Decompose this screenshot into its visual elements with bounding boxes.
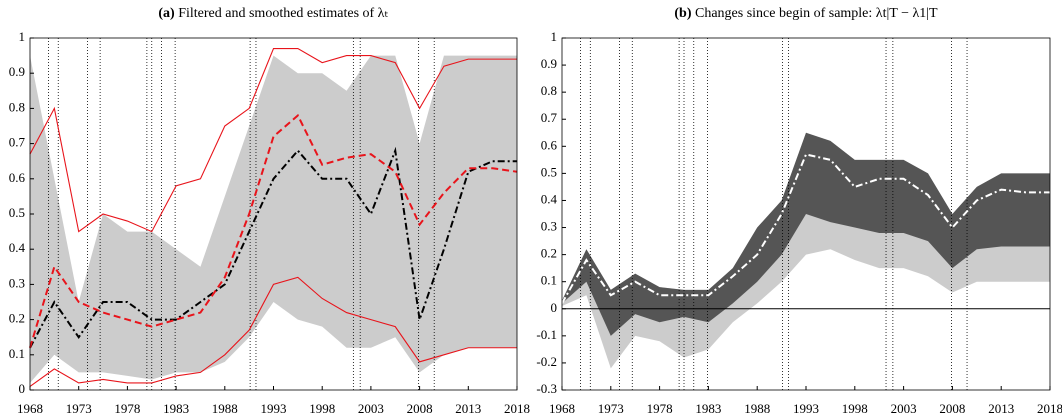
y-tick-label: -0.3 [536,381,557,396]
band-area [30,55,517,383]
y-tick-label: 0.2 [9,311,25,326]
x-tick-label: 1998 [309,401,335,416]
x-tick-label: 2003 [891,401,917,416]
x-tick-label: 1973 [598,401,624,416]
y-tick-label: 0.5 [9,205,25,220]
y-tick-label: 0.3 [541,219,557,234]
x-tick-label: 1983 [163,401,189,416]
y-tick-label: 0.6 [9,170,26,185]
x-tick-label: 1988 [744,401,770,416]
band-area [562,132,1050,336]
y-tick-label: 1 [551,29,558,44]
y-tick-label: 0.8 [9,99,25,114]
y-tick-label: 0.4 [541,191,558,206]
x-tick-label: 2008 [407,401,433,416]
x-tick-label: 1968 [549,401,575,416]
y-tick-label: 0.4 [9,240,26,255]
series-line [29,146,517,349]
series-line [29,48,517,233]
y-tick-label: 0.9 [541,56,557,71]
y-tick-label: 0.3 [9,275,25,290]
x-tick-label: 2003 [358,401,384,416]
title-text: Changes since begin of sample: λt|T − λ1… [695,6,938,21]
chart-title: (b) Changes since begin of sample: λt|T … [674,6,938,21]
panel-label: (a) [158,6,175,21]
y-tick-label: 0.7 [9,135,26,150]
x-tick-label: 1973 [66,401,92,416]
x-tick-label: 1993 [793,401,819,416]
x-tick-label: 1988 [212,401,238,416]
y-tick-label: 0.5 [541,164,557,179]
chart-title: (a) Filtered and smoothed estimates of λ… [158,6,388,21]
y-tick-label: 0.1 [9,346,25,361]
series-line [29,276,517,387]
x-tick-label: 2008 [939,401,965,416]
y-tick-label: 0.9 [9,64,25,79]
panel-label: (b) [674,6,691,21]
y-tick-label: 0 [19,381,26,396]
x-tick-label: 1978 [114,401,140,416]
y-tick-label: 0 [551,300,558,315]
x-tick-label: 2018 [504,401,530,416]
y-tick-label: 0.1 [541,273,557,288]
x-tick-label: 1993 [261,401,287,416]
x-tick-label: 1983 [695,401,721,416]
x-tick-label: 1998 [842,401,868,416]
x-tick-label: 1978 [647,401,673,416]
y-tick-label: 0.7 [541,110,558,125]
x-tick-label: 2013 [455,401,481,416]
y-tick-label: 0.2 [541,246,557,261]
y-tick-label: 0.8 [541,83,557,98]
x-tick-label: 2013 [988,401,1014,416]
x-tick-label: 2018 [1037,401,1062,416]
y-tick-label: -0.2 [536,354,557,369]
series-line [29,113,518,349]
title-text: Filtered and smoothed estimates of λₜ [178,6,388,21]
y-tick-label: 0.6 [541,137,558,152]
x-tick-label: 1968 [17,401,43,416]
y-tick-label: 1 [19,29,26,44]
y-tick-label: -0.1 [536,327,557,342]
